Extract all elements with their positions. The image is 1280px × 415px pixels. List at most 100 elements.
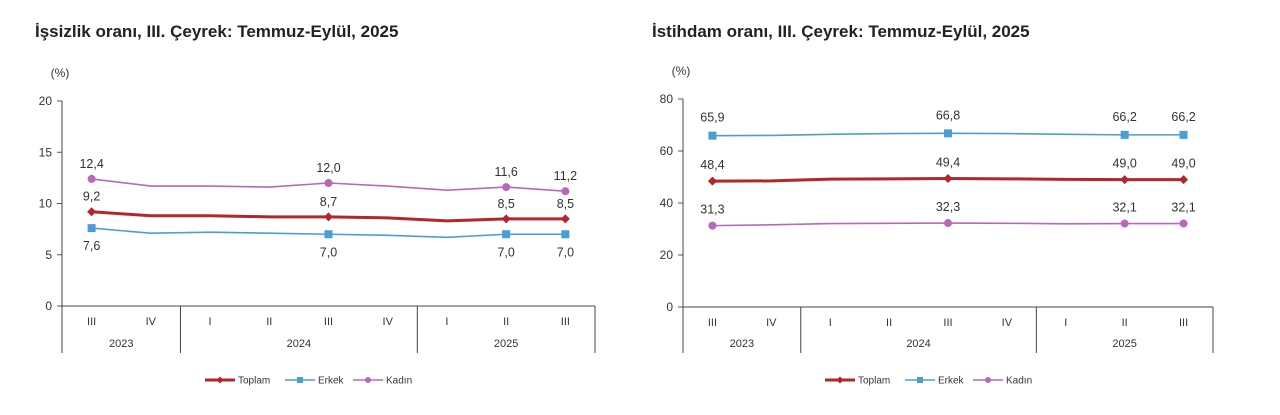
legend-label: Toplam xyxy=(238,376,270,387)
x-tick-label: I xyxy=(209,316,212,328)
y-tick-label: 80 xyxy=(660,92,674,106)
legend-marker xyxy=(297,377,303,383)
data-label: 65,9 xyxy=(700,111,724,125)
x-tick-label: IV xyxy=(383,316,394,328)
data-point xyxy=(943,174,953,184)
y-tick-label: 60 xyxy=(660,144,674,158)
data-point xyxy=(707,176,717,186)
x-tick-label: III xyxy=(324,316,333,328)
data-label: 31,3 xyxy=(700,203,724,217)
data-point xyxy=(1179,130,1188,139)
y-axis-label: (%) xyxy=(672,64,691,78)
data-point xyxy=(1120,175,1130,185)
legend-label: Kadın xyxy=(386,376,412,387)
data-point xyxy=(87,224,96,233)
data-point xyxy=(1179,219,1188,228)
year-label: 2025 xyxy=(1112,338,1136,350)
data-point xyxy=(324,212,333,222)
x-tick-label: III xyxy=(943,317,952,329)
data-label: 49,0 xyxy=(1171,157,1195,171)
data-label: 66,2 xyxy=(1171,110,1195,124)
x-tick-label: IV xyxy=(1002,317,1013,329)
legend-label: Toplam xyxy=(858,376,890,387)
legend-marker xyxy=(917,377,923,383)
legend-marker xyxy=(216,376,224,384)
legend-label: Kadın xyxy=(1006,376,1032,387)
data-point xyxy=(1120,130,1129,139)
year-label: 2024 xyxy=(287,338,311,350)
data-point xyxy=(560,214,570,224)
x-tick-label: III xyxy=(561,316,570,328)
data-point xyxy=(1120,219,1129,228)
data-label: 32,3 xyxy=(936,200,960,214)
data-label: 32,1 xyxy=(1171,201,1195,215)
data-point xyxy=(324,230,333,239)
data-point xyxy=(1179,175,1189,185)
y-tick-label: 20 xyxy=(660,248,674,262)
x-tick-label: II xyxy=(886,317,892,329)
data-point xyxy=(561,230,570,239)
y-tick-label: 10 xyxy=(39,197,53,211)
data-label: 7,0 xyxy=(497,245,514,259)
data-label: 66,8 xyxy=(936,108,960,122)
x-tick-label: II xyxy=(503,316,509,328)
y-axis-label: (%) xyxy=(51,66,70,80)
legend-marker xyxy=(836,376,844,384)
data-point xyxy=(501,214,511,224)
data-label: 12,0 xyxy=(316,161,340,175)
data-label: 8,5 xyxy=(557,197,574,211)
x-tick-label: I xyxy=(445,316,448,328)
data-label: 11,2 xyxy=(554,169,577,183)
data-label: 66,2 xyxy=(1112,110,1136,124)
year-label: 2023 xyxy=(730,338,754,350)
data-point xyxy=(87,207,97,217)
legend-label: Erkek xyxy=(318,376,345,387)
data-point xyxy=(87,174,96,183)
data-label: 9,2 xyxy=(83,190,100,204)
x-tick-label: III xyxy=(1179,317,1188,329)
data-label: 12,4 xyxy=(79,157,103,171)
x-tick-label: III xyxy=(708,317,717,329)
y-tick-label: 5 xyxy=(45,248,52,262)
x-tick-label: II xyxy=(1122,317,1128,329)
x-tick-label: III xyxy=(87,316,96,328)
data-point xyxy=(708,221,717,230)
data-point xyxy=(324,179,333,187)
legend-marker xyxy=(985,377,991,383)
chart-title: İstihdam oranı, III. Çeyrek: Temmuz-Eylü… xyxy=(652,22,1030,41)
y-tick-label: 0 xyxy=(45,299,52,313)
data-label: 49,0 xyxy=(1112,157,1136,171)
data-point xyxy=(944,129,952,138)
y-tick-label: 40 xyxy=(660,196,674,210)
data-point xyxy=(708,131,717,140)
y-tick-label: 20 xyxy=(39,94,53,108)
y-tick-label: 0 xyxy=(666,300,673,314)
year-label: 2023 xyxy=(109,338,133,350)
x-tick-label: IV xyxy=(766,317,777,329)
year-label: 2024 xyxy=(906,338,930,350)
x-tick-label: IV xyxy=(146,316,157,328)
y-tick-label: 15 xyxy=(39,145,53,159)
year-label: 2025 xyxy=(494,338,518,350)
x-tick-label: I xyxy=(829,317,832,329)
chart-title: İşsizlik oranı, III. Çeyrek: Temmuz-Eylü… xyxy=(35,22,399,41)
data-label: 11,6 xyxy=(494,165,517,179)
data-point xyxy=(944,219,952,228)
data-label: 7,6 xyxy=(83,239,100,253)
x-tick-label: II xyxy=(266,316,272,328)
x-tick-label: I xyxy=(1064,317,1067,329)
employment-chart-panel: İstihdam oranı, III. Çeyrek: Temmuz-Eylü… xyxy=(640,0,1260,415)
legend-label: Erkek xyxy=(938,376,965,387)
data-label: 7,0 xyxy=(557,245,574,259)
data-label: 8,7 xyxy=(320,195,337,209)
data-label: 32,1 xyxy=(1112,201,1136,215)
data-label: 48,4 xyxy=(700,158,724,172)
data-point xyxy=(502,183,511,192)
data-label: 7,0 xyxy=(320,245,337,259)
legend-marker xyxy=(365,377,371,383)
data-point xyxy=(502,230,511,239)
data-label: 49,4 xyxy=(936,156,960,170)
unemployment-chart-panel: İşsizlik oranı, III. Çeyrek: Temmuz-Eylü… xyxy=(0,0,620,415)
